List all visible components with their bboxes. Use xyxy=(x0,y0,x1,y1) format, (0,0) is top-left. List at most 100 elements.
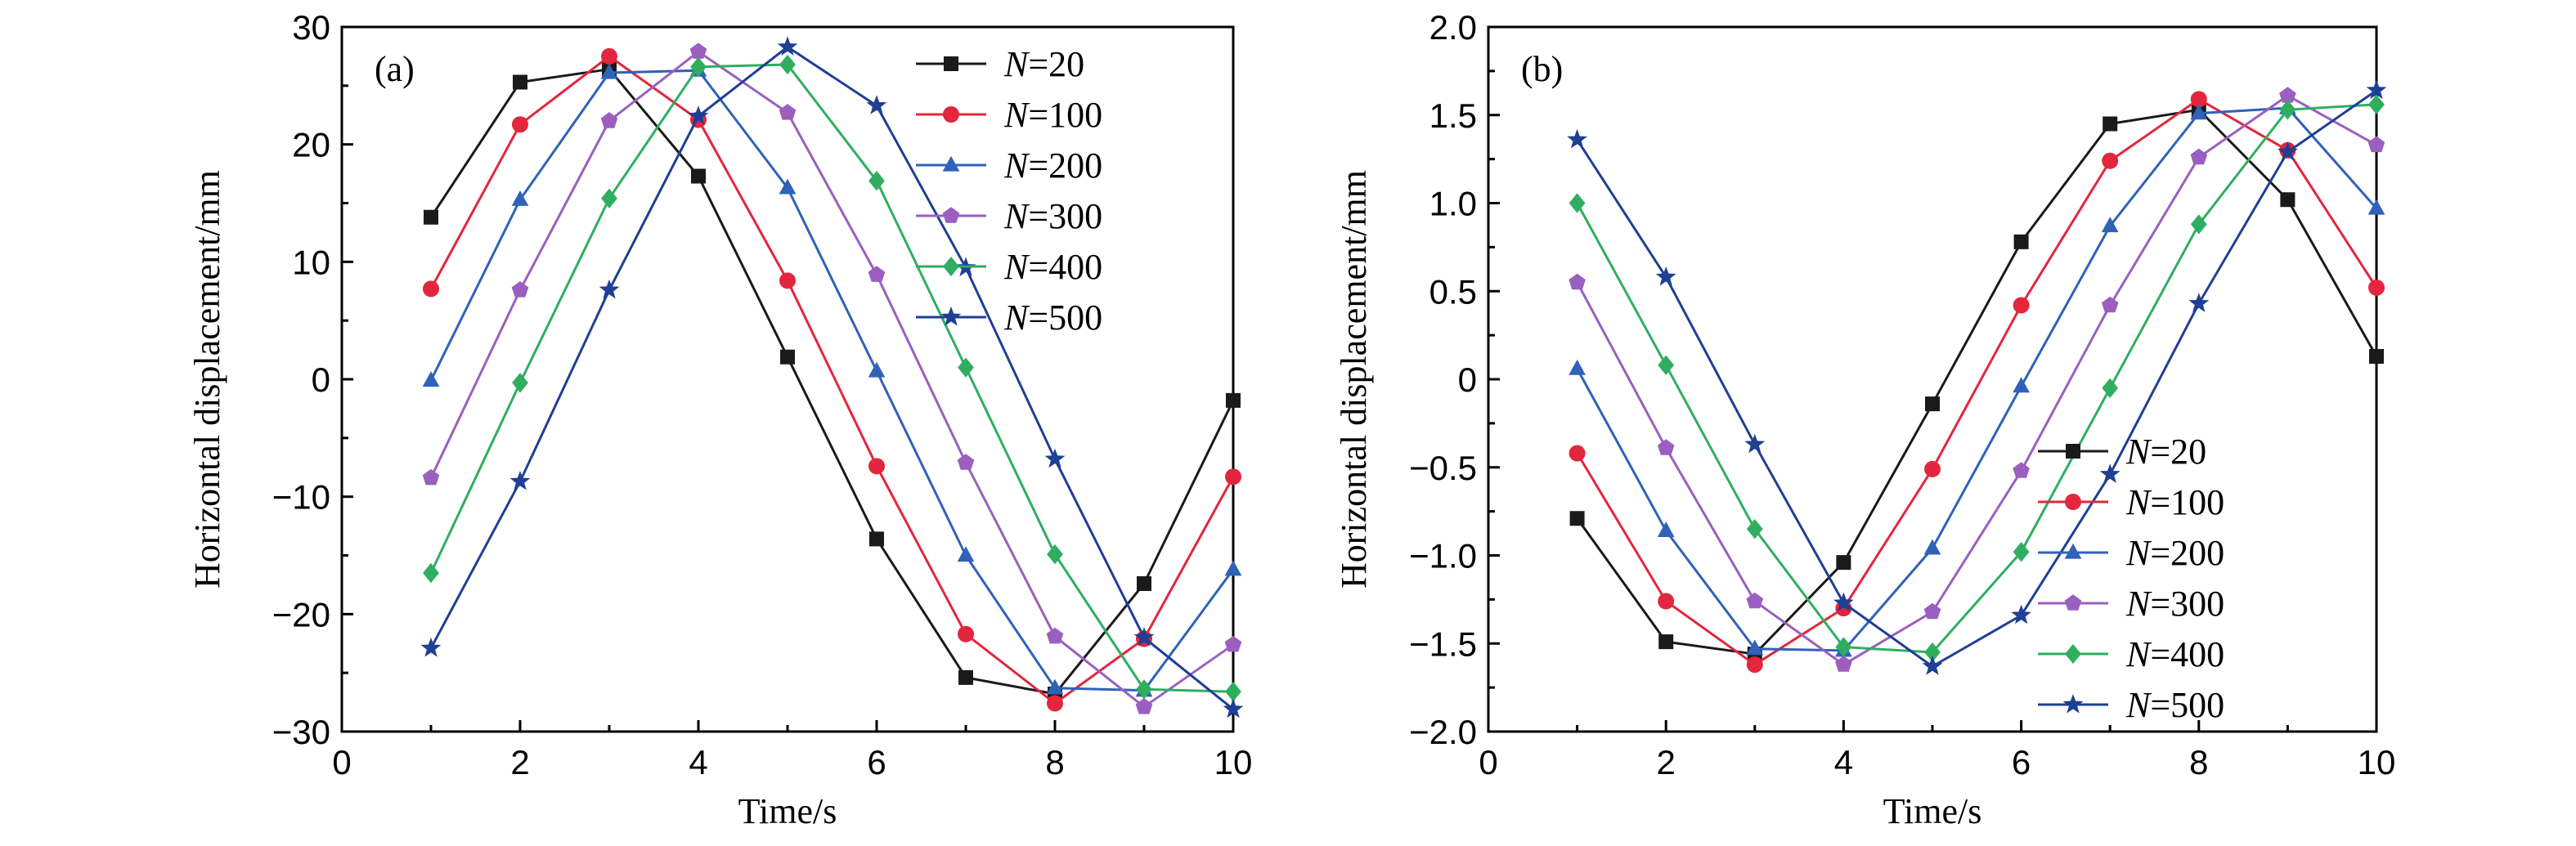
data-point xyxy=(1655,266,1676,286)
data-point xyxy=(779,54,796,75)
data-point xyxy=(1225,468,1241,486)
data-point xyxy=(868,458,885,475)
data-point xyxy=(1133,627,1155,647)
legend-marker xyxy=(942,207,960,223)
data-point xyxy=(2013,377,2030,393)
data-point xyxy=(511,190,529,206)
data-point xyxy=(1135,698,1153,714)
data-point xyxy=(1746,639,1764,656)
legend-item: N=200 xyxy=(916,145,1102,186)
data-point xyxy=(2279,87,2296,103)
legend-marker xyxy=(944,56,958,71)
legend-label: N=100 xyxy=(1003,95,1102,135)
series-N=20 xyxy=(424,61,1241,702)
legend-label: N=400 xyxy=(2125,634,2224,674)
data-point xyxy=(2279,100,2296,120)
data-point xyxy=(1923,539,1941,555)
data-point xyxy=(1047,695,1063,712)
data-point xyxy=(600,63,618,79)
data-point xyxy=(601,47,617,65)
data-point xyxy=(1226,392,1241,408)
data-point xyxy=(957,546,975,562)
y-tick-label: −20 xyxy=(272,595,330,633)
data-point xyxy=(420,637,442,657)
y-tick-label: 0 xyxy=(1458,360,1477,399)
legend-label: N=500 xyxy=(1003,298,1102,338)
x-axis-title: Time/s xyxy=(738,791,837,831)
y-tick-label: 10 xyxy=(292,243,330,281)
data-point xyxy=(599,279,620,299)
data-point xyxy=(1223,698,1244,718)
series-line xyxy=(429,69,1235,692)
legend-item: N=300 xyxy=(916,196,1102,236)
data-point xyxy=(688,105,709,125)
x-axis-title: Time/s xyxy=(1883,791,1982,831)
data-point xyxy=(1924,460,1941,477)
y-tick-label: 30 xyxy=(292,8,330,47)
data-point xyxy=(1225,682,1241,702)
x-tick-label: 4 xyxy=(689,743,707,781)
legend-label: N=200 xyxy=(1003,145,1102,186)
series-line xyxy=(1576,106,2378,652)
data-point xyxy=(689,43,707,59)
data-point xyxy=(958,357,974,378)
data-point xyxy=(511,281,529,298)
data-point xyxy=(1658,355,1675,375)
legend-label: N=300 xyxy=(1003,196,1102,236)
data-point xyxy=(958,625,974,642)
data-point xyxy=(1746,656,1763,674)
y-tick-label: 0 xyxy=(312,360,330,399)
data-point xyxy=(780,349,795,365)
y-tick-label: 1.5 xyxy=(1429,96,1477,135)
data-point xyxy=(779,104,797,120)
data-point xyxy=(1224,560,1242,576)
series-N=100 xyxy=(1568,91,2385,674)
legend-marker xyxy=(2062,694,2084,714)
legend-item: N=500 xyxy=(2038,685,2224,725)
x-tick-label: 2 xyxy=(1657,743,1676,781)
data-point xyxy=(2011,604,2031,624)
x-tick-label: 6 xyxy=(867,743,886,781)
data-point xyxy=(423,562,439,584)
data-point xyxy=(424,209,438,225)
data-point xyxy=(2367,136,2385,153)
series-N=100 xyxy=(423,47,1241,712)
series-N=300 xyxy=(422,43,1242,714)
legend-label: N=20 xyxy=(1003,44,1084,84)
x-tick-label: 0 xyxy=(1479,743,1497,781)
data-point xyxy=(1567,128,1587,149)
data-point xyxy=(1046,678,1064,695)
data-point xyxy=(1136,679,1152,700)
data-point xyxy=(2280,192,2296,208)
data-point xyxy=(422,371,440,387)
series-line xyxy=(429,45,1234,710)
series-N=400 xyxy=(423,54,1241,702)
data-point xyxy=(1744,433,1766,454)
data-point xyxy=(1836,555,1851,571)
data-point xyxy=(2101,217,2119,233)
chart-panel-a: 0 2 4 6 8 10 −30 −20 −10 0 10 20 30 Time/s Horizontal … xyxy=(187,8,1252,831)
data-point xyxy=(957,454,975,470)
data-point xyxy=(1657,521,1675,537)
data-point xyxy=(779,178,797,195)
x-tick-label: 6 xyxy=(2012,743,2031,781)
series-line xyxy=(429,68,1235,696)
data-point xyxy=(868,361,886,378)
data-point xyxy=(2278,141,2298,161)
legend-label: N=400 xyxy=(1003,247,1102,287)
legend-item: N=200 xyxy=(2038,533,2224,573)
legend-item: N=500 xyxy=(916,298,1102,338)
data-point xyxy=(869,531,884,547)
data-point xyxy=(691,168,706,184)
legend-item: N=100 xyxy=(916,95,1102,135)
data-point xyxy=(1568,273,1586,290)
x-tick-label: 10 xyxy=(1214,743,1253,781)
y-tick-label: −1.0 xyxy=(1409,537,1477,575)
data-point xyxy=(779,272,796,289)
data-point xyxy=(2099,463,2120,483)
data-point xyxy=(1568,445,1586,462)
y-axis-title: Horizontal displacement/mm xyxy=(1334,170,1374,589)
data-point xyxy=(2190,91,2207,108)
y-tick-label: −2.0 xyxy=(1409,713,1477,751)
series-N=500 xyxy=(1567,79,2387,675)
